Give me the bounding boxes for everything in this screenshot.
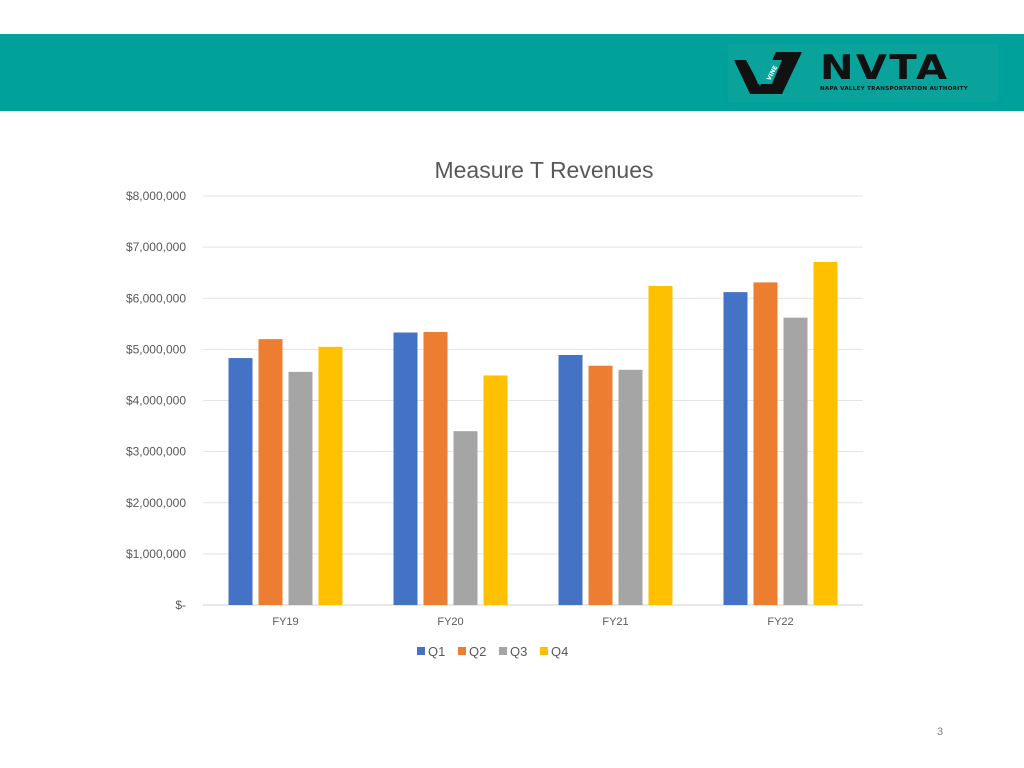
bar-fy21-q4: [648, 285, 673, 605]
bar-fy20-q3: [453, 431, 478, 605]
bar-fy20-q4: [483, 375, 508, 605]
bar-fy19-q3: [288, 371, 313, 605]
legend-label-q4: Q4: [551, 644, 568, 659]
y-axis-tick-labels: $- $1,000,000 $2,000,000 $3,000,000 $4,000,0…: [126, 189, 186, 612]
bar-fy19-q1: [228, 358, 253, 605]
bar-fy22-q2: [753, 282, 778, 605]
bars: [228, 261, 838, 605]
nvta-logo: VINE NVTA NAPA VALLEY TRANSPORTATION AUT…: [728, 44, 998, 102]
bar-fy20-q2: [423, 331, 448, 605]
bar-fy22-q4: [813, 261, 838, 605]
legend-swatch-q1: [417, 647, 425, 655]
y-tick-label: $2,000,000: [126, 496, 186, 510]
legend-label-q3: Q3: [510, 644, 527, 659]
page-number: 3: [936, 726, 944, 738]
bar-fy21-q1: [558, 354, 583, 605]
x-tick-label: FY22: [767, 616, 793, 628]
bar-fy19-q2: [258, 339, 283, 605]
bar-fy21-q3: [618, 369, 643, 605]
vine-logo-icon: VINE: [734, 52, 802, 94]
legend: Q1 Q2 Q3 Q4: [417, 644, 568, 659]
y-tick-label: $1,000,000: [126, 547, 186, 561]
x-tick-label: FY20: [437, 616, 463, 628]
bar-fy22-q1: [723, 292, 748, 605]
x-axis-tick-labels: FY19 FY20 FY21 FY22: [272, 616, 793, 628]
legend-swatch-q4: [540, 647, 548, 655]
legend-swatch-q3: [499, 647, 507, 655]
y-tick-label: $7,000,000: [126, 240, 186, 254]
gridlines: [203, 195, 863, 606]
y-tick-label: $8,000,000: [126, 189, 186, 203]
y-tick-label: $-: [175, 598, 186, 612]
x-tick-label: FY19: [272, 616, 298, 628]
org-full-name: NAPA VALLEY TRANSPORTATION AUTHORITY: [820, 86, 968, 92]
org-abbrev: NVTA: [820, 48, 950, 88]
x-tick-label: FY21: [602, 616, 628, 628]
chart-title: Measure T Revenues: [434, 157, 653, 183]
bar-fy20-q1: [393, 332, 418, 605]
y-tick-label: $3,000,000: [126, 445, 186, 459]
y-tick-label: $5,000,000: [126, 342, 186, 356]
legend-label-q1: Q1: [428, 644, 445, 659]
bar-fy22-q3: [783, 317, 808, 605]
legend-label-q2: Q2: [469, 644, 486, 659]
legend-swatch-q2: [458, 647, 466, 655]
bar-fy19-q4: [318, 346, 343, 605]
bar-fy21-q2: [588, 365, 613, 605]
y-tick-label: $4,000,000: [126, 394, 186, 408]
y-tick-label: $6,000,000: [126, 291, 186, 305]
